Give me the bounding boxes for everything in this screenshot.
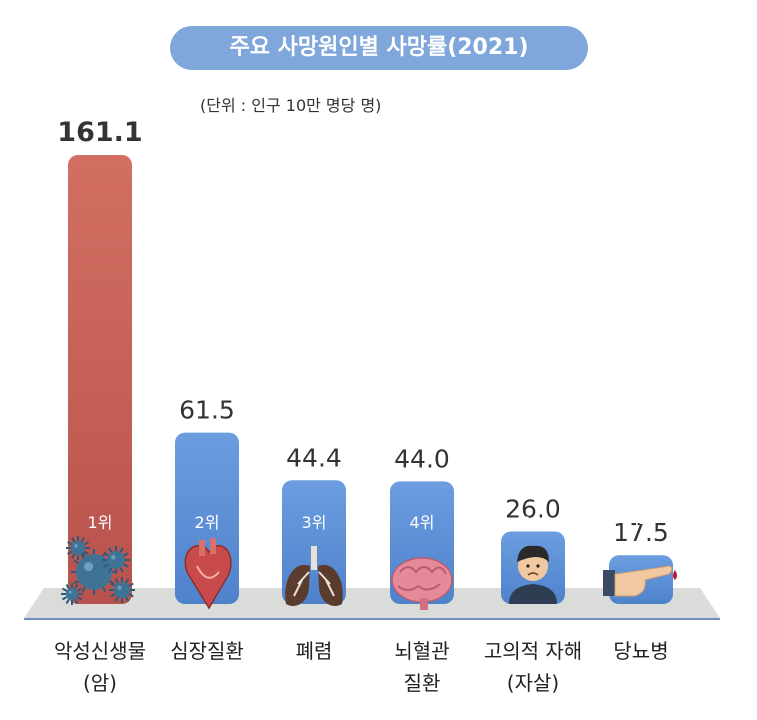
sad-face-icon — [509, 545, 557, 604]
value-label-1: 161.1 — [57, 117, 142, 148]
category-label-4: 뇌혈관 — [394, 639, 449, 663]
category-label-5: 고의적 자해 — [484, 639, 582, 663]
category-label-4: 질환 — [404, 671, 441, 695]
category-label-6: 당뇨병 — [613, 639, 668, 663]
rank-label-5: 5위 — [521, 513, 546, 532]
category-label-5: (자살) — [507, 671, 559, 695]
finger-prick-icon — [603, 565, 677, 597]
lungs-icon — [285, 546, 343, 607]
rank-label-1: 1위 — [88, 513, 113, 532]
category-label-1: 악성신생물 — [54, 639, 146, 663]
chart-title: 주요 사망원인별 사망률(2021) — [170, 26, 588, 70]
category-label-3: 폐렴 — [296, 639, 333, 663]
rank-label-4: 4위 — [410, 513, 435, 532]
rank-label-3: 3위 — [302, 513, 327, 532]
rank-label-2: 2위 — [195, 513, 220, 532]
brain-icon — [391, 557, 453, 610]
unit-note: (단위 : 인구 10만 명당 명) — [200, 96, 382, 115]
value-label-3: 44.4 — [286, 443, 342, 472]
heart-icon — [184, 538, 232, 610]
category-label-2: 심장질환 — [170, 639, 244, 663]
value-label-5: 26.0 — [505, 495, 561, 524]
bar-1 — [68, 155, 132, 604]
value-label-2: 61.5 — [179, 396, 235, 425]
value-label-6: 17.5 — [613, 518, 669, 547]
value-label-4: 44.0 — [394, 444, 450, 473]
virus-icon — [61, 536, 135, 605]
rank-label-6: 6위 — [629, 513, 654, 532]
category-label-1: (암) — [83, 671, 117, 695]
